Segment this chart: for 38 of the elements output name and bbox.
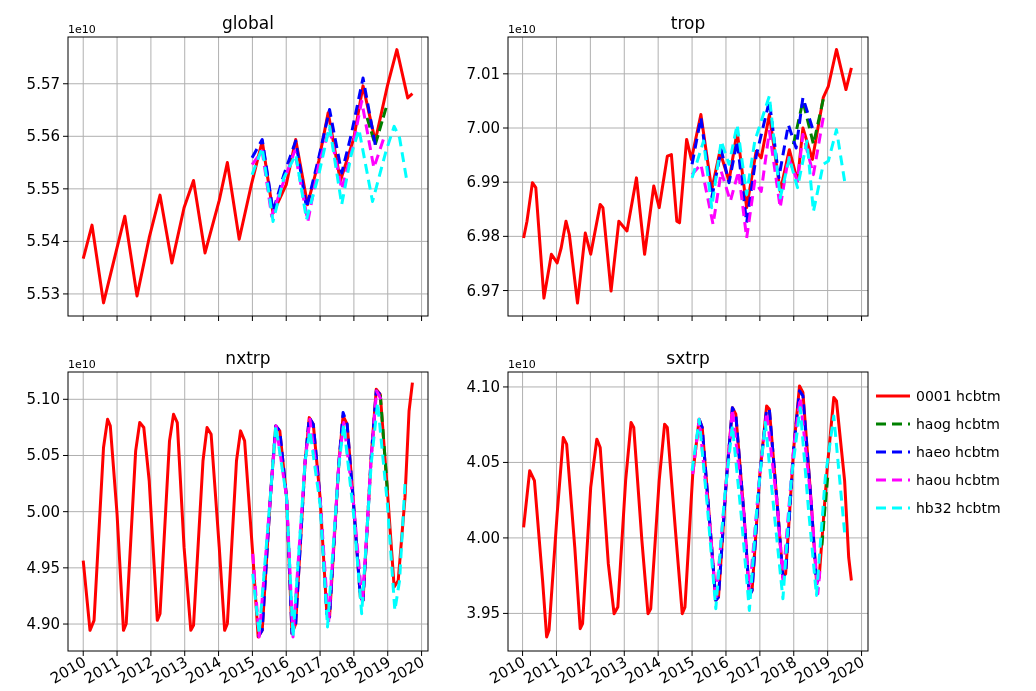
chart-title: global — [222, 13, 274, 33]
y-tick-label: 6.99 — [466, 173, 500, 192]
y-tick-label: 4.00 — [466, 528, 500, 547]
y-tick-label: 7.00 — [466, 119, 500, 138]
line-series — [690, 116, 825, 240]
y-tick-label: 3.95 — [466, 604, 500, 623]
y-tick-label: 7.01 — [466, 64, 500, 83]
legend-label: hb32 hcbtm — [916, 500, 1001, 516]
legend-label: haou hcbtm — [916, 472, 1000, 488]
line-series — [250, 99, 385, 223]
y-tick-label: 4.10 — [466, 377, 500, 396]
legend-label: haeo hcbtm — [916, 444, 1000, 460]
y-tick-label: 5.10 — [26, 390, 60, 409]
text: 1e10 — [68, 23, 96, 36]
legend-label: haog hcbtm — [916, 416, 1000, 432]
y-tick-label: 4.95 — [26, 558, 60, 577]
chart-title: sxtrp — [666, 348, 710, 368]
y-tick-label: 5.55 — [26, 179, 60, 198]
chart-title: trop — [670, 13, 706, 33]
line-series — [690, 406, 847, 612]
y-tick-label: 6.97 — [466, 281, 500, 300]
line-series — [690, 96, 814, 225]
y-tick-label: 5.05 — [26, 446, 60, 465]
line-series — [690, 94, 847, 213]
legend-label: 0001 hcbtm — [916, 388, 1001, 404]
line-series — [250, 124, 408, 223]
chart-title: nxtrp — [225, 348, 271, 368]
text: 1e10 — [508, 23, 536, 36]
text: 1e10 — [68, 358, 96, 371]
y-tick-label: 5.54 — [26, 232, 60, 251]
y-tick-label: 5.57 — [26, 74, 60, 93]
y-tick-label: 5.56 — [26, 127, 60, 146]
y-tick-label: 4.90 — [26, 615, 60, 634]
y-tick-label: 4.05 — [466, 453, 500, 472]
y-tick-label: 5.53 — [26, 284, 60, 303]
y-tick-label: 6.98 — [466, 227, 500, 246]
y-tick-label: 5.00 — [26, 502, 60, 521]
text: 1e10 — [508, 358, 536, 371]
